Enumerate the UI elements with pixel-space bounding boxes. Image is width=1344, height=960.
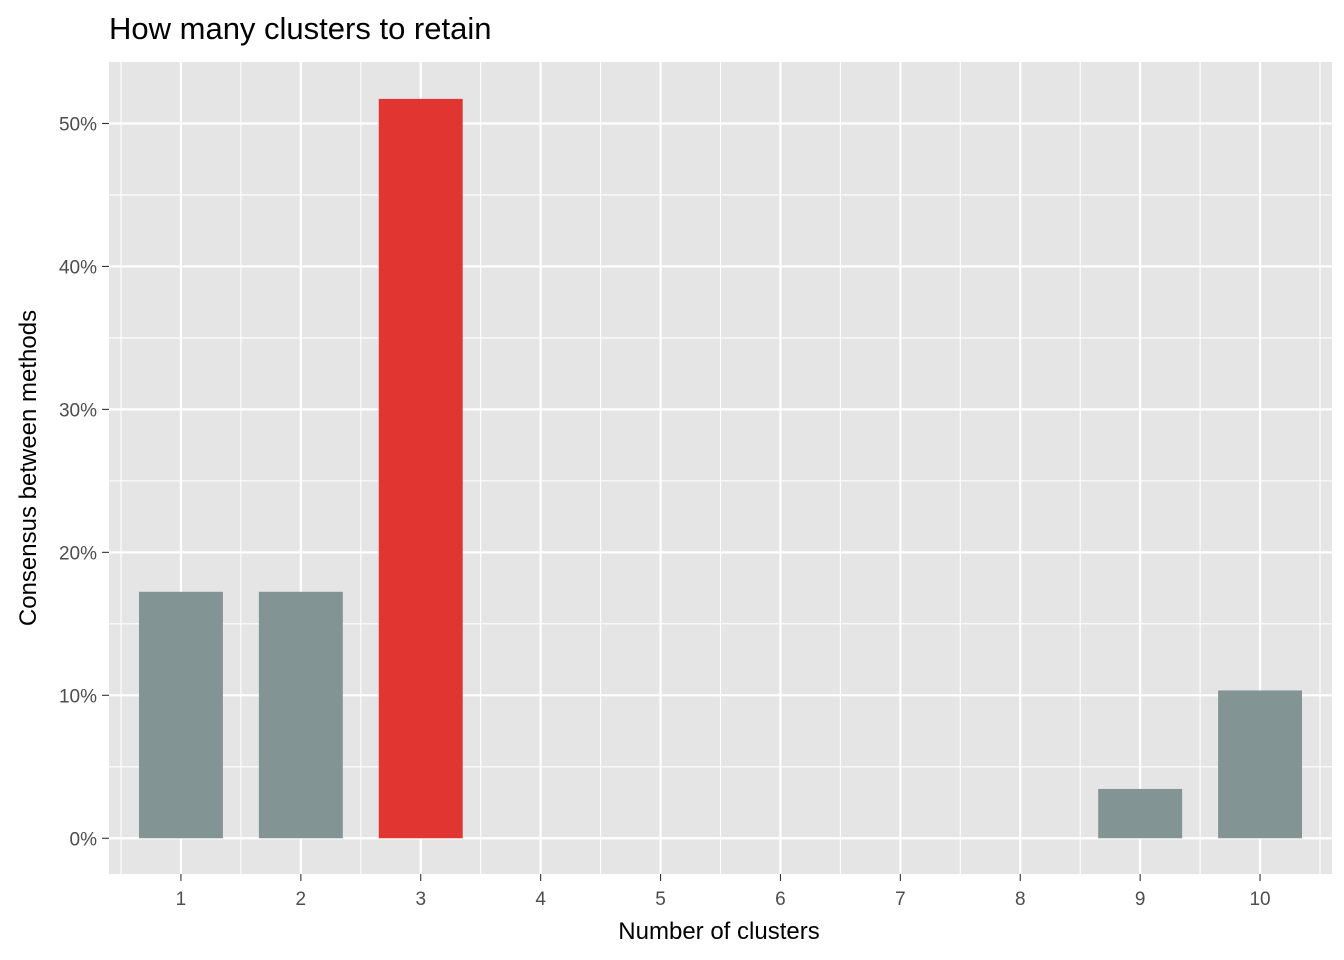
bar-9 bbox=[1098, 788, 1183, 839]
y-axis-title: Consensus between methods bbox=[15, 310, 42, 626]
y-axis: 0% 10% 20% 30% 40% 50% bbox=[59, 114, 109, 850]
bar-10 bbox=[1218, 690, 1303, 839]
x-tick-label: 5 bbox=[655, 889, 666, 910]
y-tick-label: 10% bbox=[59, 686, 97, 707]
y-tick-label: 50% bbox=[59, 114, 97, 135]
x-axis: 1 2 3 4 5 6 7 8 9 10 bbox=[176, 874, 1271, 910]
minor-gridlines bbox=[109, 62, 1332, 874]
x-tick-label: 9 bbox=[1135, 889, 1146, 910]
bar-2 bbox=[258, 591, 343, 839]
x-tick-label: 10 bbox=[1249, 889, 1270, 910]
y-tick-label: 30% bbox=[59, 400, 97, 421]
x-tick-label: 2 bbox=[296, 889, 307, 910]
y-tick-label: 0% bbox=[70, 829, 98, 850]
y-tick-label: 40% bbox=[59, 257, 97, 278]
x-tick-label: 4 bbox=[535, 889, 546, 910]
x-tick-label: 7 bbox=[895, 889, 906, 910]
x-tick-label: 6 bbox=[775, 889, 786, 910]
bars bbox=[138, 98, 1303, 839]
chart-title: How many clusters to retain bbox=[109, 11, 491, 46]
x-axis-title: Number of clusters bbox=[618, 918, 819, 945]
bar-1 bbox=[138, 591, 223, 839]
bar-3 bbox=[378, 98, 463, 839]
y-tick-label: 20% bbox=[59, 543, 97, 564]
x-tick-label: 3 bbox=[415, 889, 426, 910]
x-tick-label: 1 bbox=[176, 889, 187, 910]
x-tick-label: 8 bbox=[1015, 889, 1026, 910]
